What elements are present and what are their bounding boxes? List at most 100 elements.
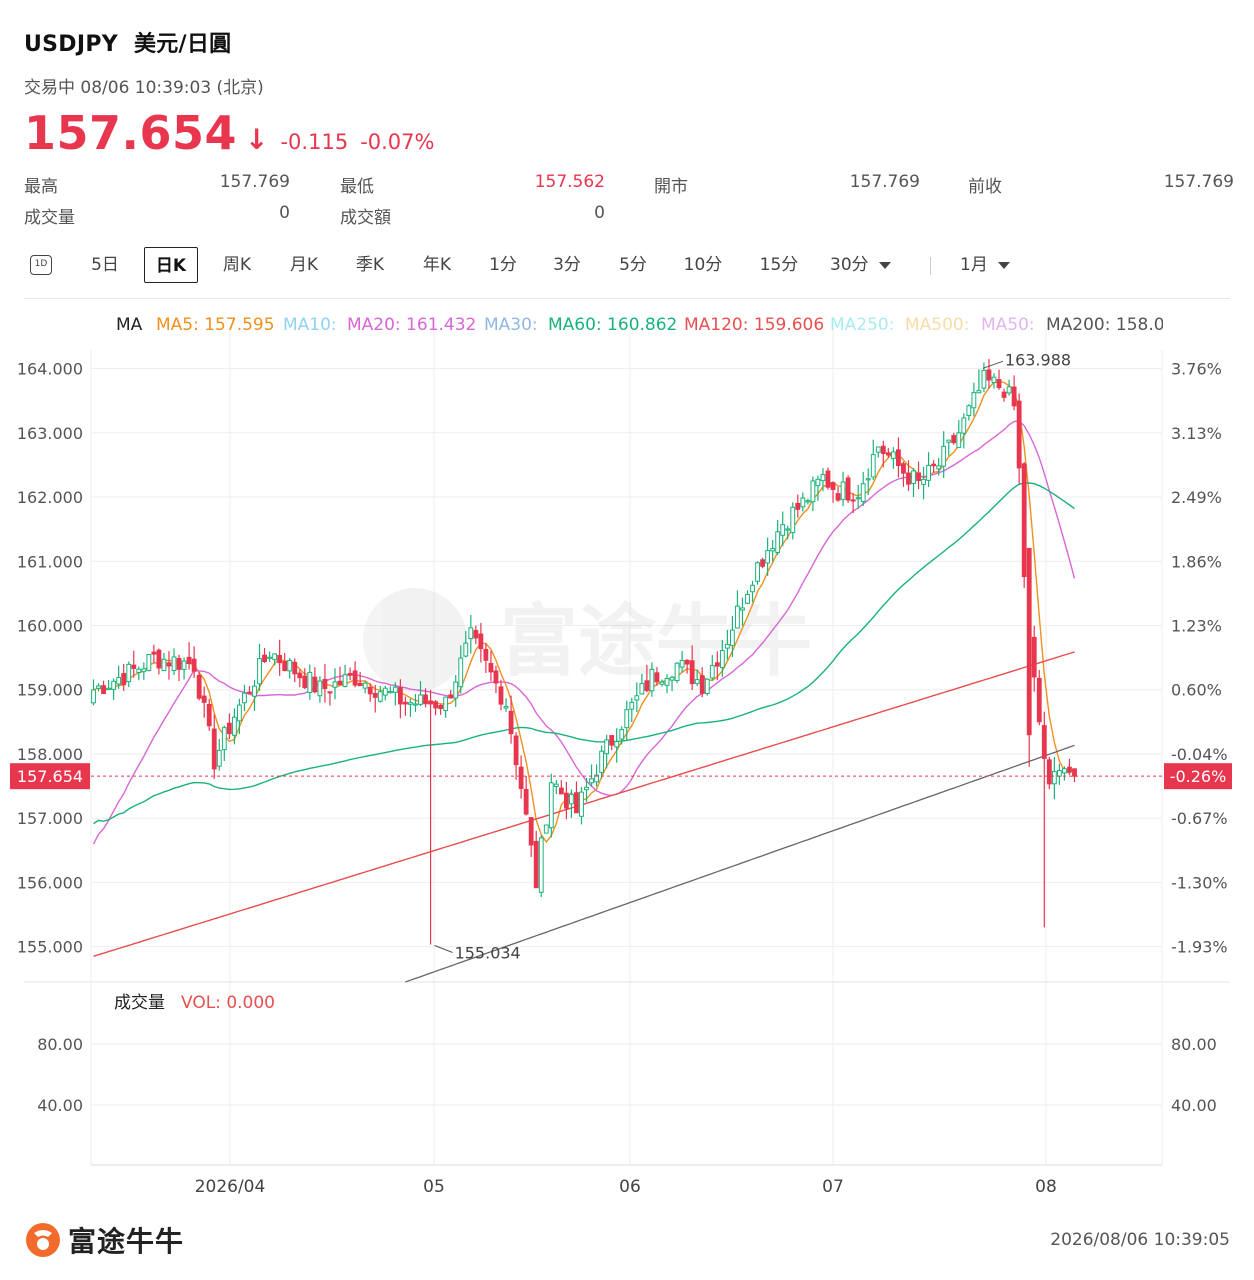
tab-monthly-k[interactable]: 月K [289,255,319,275]
candle-body [458,657,464,688]
tab-5min[interactable]: 5分 [619,255,647,275]
chevron-down-icon [878,261,891,269]
candle [211,714,217,779]
candle-body [729,629,735,646]
candle-body [579,791,584,817]
ma20-line [92,420,1076,845]
current-price-label: 157.654 [17,767,83,786]
candle [574,781,579,814]
candle [921,466,926,500]
candle [654,667,660,686]
ma-legend-item: MA250: [830,315,894,335]
tab-1month-dropdown[interactable]: 1月 [960,247,1040,283]
candle-body [654,672,660,683]
candle [106,679,112,690]
ma60-line [93,482,1075,825]
candle [901,461,906,487]
tab-quarterly-k[interactable]: 季K [355,255,385,275]
candle-body [624,709,630,729]
candle [332,668,338,700]
candle [357,671,363,687]
candle-body [870,454,876,478]
candle-body [392,686,398,693]
kline-chart[interactable]: 富途牛牛 MA MA5: 157.595 MA10: MA20: 161.432 MA3… [0,300,1254,1200]
stat-volume-value: 0 [279,203,290,223]
tab-5d[interactable]: 5日 [91,255,119,275]
volume-tick-label: 80.00 [1171,1035,1217,1054]
price-row: 157.654 ↓ -0.115 -0.07% [24,106,434,160]
ma-legend-item: MA120: 159.606 [684,315,824,335]
candle [428,689,433,945]
candle [397,679,403,719]
candle [156,648,162,675]
candle [1051,756,1057,800]
candle-body [820,474,826,482]
percent-axis-right: 3.76% 3.13% 2.49% 1.86% 1.23% 0.60% -0.04% -0.6… [1171,360,1228,957]
candle-body [473,629,479,639]
high-marker-label: 163.988 [1005,350,1071,369]
candle [262,648,267,663]
candle-body [805,500,811,503]
candle-body [231,716,237,736]
ma200-line [405,744,1075,983]
candle [644,664,650,693]
candle-body [936,465,942,470]
candle [599,745,605,779]
candle-body [478,633,484,650]
tab-10min[interactable]: 10分 [683,255,723,275]
candle-body [1046,759,1052,785]
price-tick-label: 160.000 [17,616,83,635]
time-tick-label: 2026/04 [195,1177,266,1197]
candle-body [226,722,232,735]
tab-1min[interactable]: 1分 [489,255,517,275]
ma5-line [93,380,1075,844]
candle [649,662,655,697]
candle [403,696,408,716]
candle-body [961,417,967,434]
candle-body [569,793,574,805]
candle [1046,756,1052,790]
candle [835,486,841,502]
candle [664,674,670,694]
candle [971,382,977,417]
candle-body [1016,400,1022,469]
tab-30min-dropdown[interactable]: 30分 [830,247,910,283]
stat-turnover-label: 成交額 [340,208,391,228]
candle-body [121,673,127,686]
tab-daily-k[interactable]: 日K [144,247,198,283]
candle-body [609,735,615,746]
candle [890,447,896,469]
stat-low-value: 157.562 [534,172,605,192]
tab-15min[interactable]: 15分 [759,255,799,275]
candle [206,698,212,731]
percent-tick-label: 1.23% [1171,616,1222,635]
period-tabs: 1D 5日 日K 周K 月K 季K 年K 1分 3分 5分 10分 15分 30… [24,247,1230,285]
watermark: 富途牛牛 [363,588,812,692]
candle [614,728,620,763]
candle-body [101,685,106,695]
candle-body [916,472,921,482]
candle [1062,766,1067,781]
candle-body [684,659,690,665]
tab-weekly-k[interactable]: 周K [222,255,252,275]
candle-body [403,701,408,705]
stat-high-label: 最高 [24,177,58,197]
candle [961,413,967,449]
candle-body [372,692,378,698]
candle [186,642,192,670]
candle-body [387,691,393,694]
candle-body [639,683,645,695]
stat-open-value: 157.769 [849,172,920,192]
volume-tick-label: 40.00 [1171,1096,1217,1115]
tab-3min[interactable]: 3分 [553,255,581,275]
candle-body [619,729,625,740]
tab-yearly-k[interactable]: 年K [422,255,452,275]
candle-body [297,672,303,679]
chart-grid [24,330,1230,1165]
candle-body [986,369,992,381]
candle [860,472,866,506]
tab-1d-icon[interactable]: 1D [30,255,52,275]
candle-body [800,497,806,508]
candle-body [1021,463,1027,578]
candle-body [327,691,333,694]
